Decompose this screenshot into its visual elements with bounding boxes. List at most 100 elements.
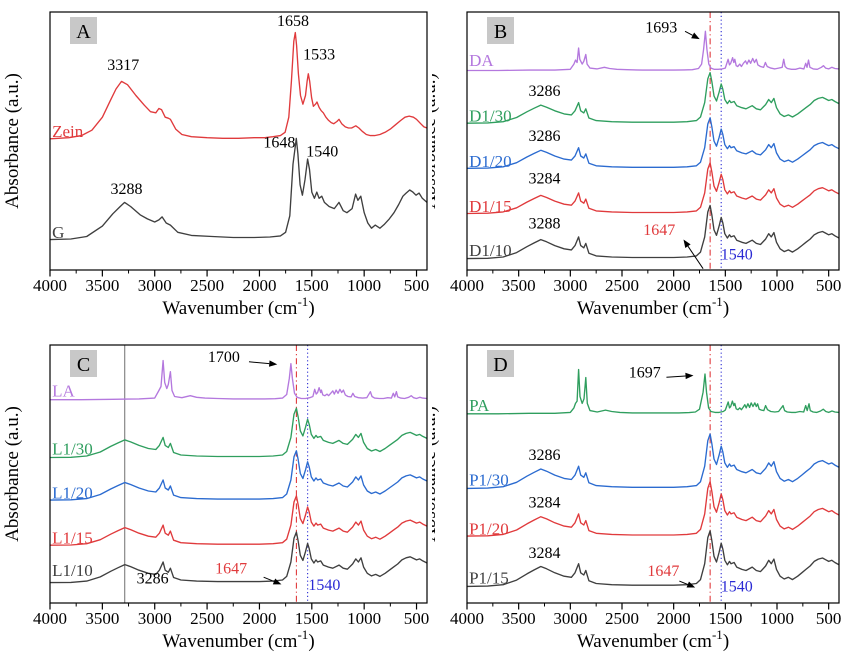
- x-tick-label-4000: 4000: [450, 276, 484, 295]
- peak-label-3288: 3288: [110, 181, 142, 198]
- panel-A: Zein G A 4000 3500 3000 2500 2000 1500 1000 500 Wav…: [0, 0, 432, 338]
- series-label-P1/15: P1/15: [469, 569, 509, 588]
- x-tick-label-2500: 2500: [605, 276, 639, 295]
- x-tick-label-4000: 4000: [33, 609, 67, 628]
- series-label-DA: DA: [469, 51, 494, 70]
- peak-label-3286: 3286: [529, 83, 561, 100]
- peak-label-1540: 1540: [306, 143, 338, 160]
- y-axis-label: Absorbance (a.u.): [2, 73, 23, 209]
- plot-box: [49, 344, 428, 604]
- peak-label-1540: 1540: [721, 247, 753, 264]
- spectrum-curve-D1/30: [467, 71, 839, 124]
- spectrum-curve-L1/20: [50, 450, 427, 501]
- spectrum-curve-P1/30: [467, 433, 839, 490]
- x-tick-label-500: 500: [816, 609, 842, 628]
- panel-A-chart: Zein G A 4000 3500 3000 2500 2000 1500 1000 500 Wav…: [2, 11, 430, 319]
- panel-C: LA L1/30 L1/20 L1/15 L1/10 C 4000 3500 3000 2500 2…: [0, 333, 432, 665]
- series-label-D1/30: D1/30: [469, 107, 512, 126]
- annotation-arrow-line-0: [248, 361, 270, 365]
- peak-label-1533: 1533: [303, 47, 335, 64]
- y-axis-label: Absorbance (a.u.): [432, 73, 440, 209]
- panel-B-chart: DA D1/30 D1/20 D1/15 D1/10 B 4000 3500 3000 2500 2…: [419, 11, 842, 319]
- spectrum-curve-P1/20: [467, 481, 839, 537]
- x-tick-label-2500: 2500: [605, 609, 639, 628]
- x-tick-label-1500: 1500: [708, 609, 742, 628]
- series-label-P1/30: P1/30: [469, 471, 509, 490]
- annotation-arrow-line-0: [684, 30, 693, 36]
- annotation-arrow-head-1: [683, 239, 691, 248]
- peak-label-3317: 3317: [107, 57, 139, 74]
- x-tick-label-2000: 2000: [242, 276, 276, 295]
- x-axis-label: Wavenumber (cm-1): [577, 294, 729, 319]
- peak-label-3286: 3286: [529, 128, 561, 145]
- x-tick-label-2500: 2500: [190, 276, 224, 295]
- x-tick-label-1500: 1500: [708, 276, 742, 295]
- peak-label-1647: 1647: [643, 222, 675, 239]
- panel-letter-box: [487, 350, 514, 377]
- x-axis-label: Wavenumber (cm-1): [162, 294, 314, 319]
- annotation-arrow-head-1: [686, 581, 696, 588]
- panel-D: PA P1/30 P1/20 P1/15 D 4000 3500 3000 2500 2000 15…: [419, 333, 864, 665]
- x-tick-label-4000: 4000: [450, 609, 484, 628]
- x-tick-label-1500: 1500: [295, 609, 329, 628]
- series-label-L1/30: L1/30: [52, 440, 93, 459]
- series-label-LA: LA: [52, 382, 75, 401]
- x-tick-label-500: 500: [404, 609, 430, 628]
- x-tick-label-2000: 2000: [657, 276, 691, 295]
- peak-label-3286: 3286: [137, 571, 169, 588]
- peak-label-1693: 1693: [645, 20, 677, 37]
- x-tick-label-3000: 3000: [138, 609, 172, 628]
- series-label-L1/20: L1/20: [52, 484, 93, 503]
- spectrum-curve-PA: [467, 368, 839, 415]
- plot-box: [466, 344, 840, 604]
- peak-label-3286: 3286: [529, 447, 561, 464]
- panel-letter: C: [77, 354, 90, 376]
- x-tick-label-1000: 1000: [347, 609, 381, 628]
- panel-D-chart: PA P1/30 P1/20 P1/15 D 4000 3500 3000 2500 2000 15…: [419, 344, 842, 652]
- x-tick-label-3500: 3500: [85, 276, 119, 295]
- peak-label-1700: 1700: [208, 349, 240, 366]
- peak-label-1647: 1647: [215, 560, 247, 577]
- panel-letter-box: [70, 17, 97, 44]
- x-axis-label: Wavenumber (cm-1): [162, 627, 314, 652]
- x-tick-label-3500: 3500: [502, 276, 536, 295]
- x-tick-label-500: 500: [404, 276, 430, 295]
- peak-label-3284: 3284: [529, 545, 561, 562]
- panel-letter-box: [70, 350, 97, 377]
- panel-letter: A: [76, 21, 91, 43]
- x-axis-label: Wavenumber (cm-1): [577, 627, 729, 652]
- series-label-D1/10: D1/10: [469, 241, 512, 260]
- plot-box: [49, 11, 428, 271]
- annotation-arrow-line-1: [687, 245, 704, 269]
- spectrum-curve-L1/10: [50, 531, 427, 584]
- x-tick-label-1000: 1000: [347, 276, 381, 295]
- peak-label-1648: 1648: [263, 134, 295, 151]
- peak-label-1540: 1540: [308, 577, 340, 594]
- x-tick-label-1000: 1000: [760, 609, 794, 628]
- annotation-arrow-head-1: [272, 578, 282, 585]
- annotation-arrow-head-0: [691, 32, 700, 40]
- series-label-D1/15: D1/15: [469, 197, 512, 216]
- x-tick-label-500: 500: [816, 276, 842, 295]
- spectrum-curve-L1/15: [50, 495, 427, 546]
- annotation-arrow-line-1: [679, 580, 688, 585]
- x-tick-label-4000: 4000: [33, 276, 67, 295]
- x-tick-label-3500: 3500: [502, 609, 536, 628]
- x-tick-label-2500: 2500: [190, 609, 224, 628]
- series-label-L1/15: L1/15: [52, 529, 93, 548]
- peak-label-3284: 3284: [529, 171, 561, 188]
- x-tick-label-3000: 3000: [553, 609, 587, 628]
- x-tick-label-1500: 1500: [295, 276, 329, 295]
- spectrum-curve-D1/10: [467, 204, 839, 260]
- peak-label-1658: 1658: [277, 13, 309, 30]
- peak-label-1697: 1697: [629, 364, 661, 381]
- series-label-G: G: [52, 223, 64, 242]
- annotation-arrow-head-0: [268, 360, 278, 367]
- spectrum-curve-D1/20: [467, 117, 839, 169]
- x-tick-label-3000: 3000: [138, 276, 172, 295]
- panel-C-chart: LA L1/30 L1/20 L1/15 L1/10 C 4000 3500 3000 2500 2…: [2, 344, 430, 652]
- annotation-arrow-head-0: [685, 372, 694, 380]
- panel-letter: B: [494, 21, 507, 43]
- peak-label-1540: 1540: [721, 578, 753, 595]
